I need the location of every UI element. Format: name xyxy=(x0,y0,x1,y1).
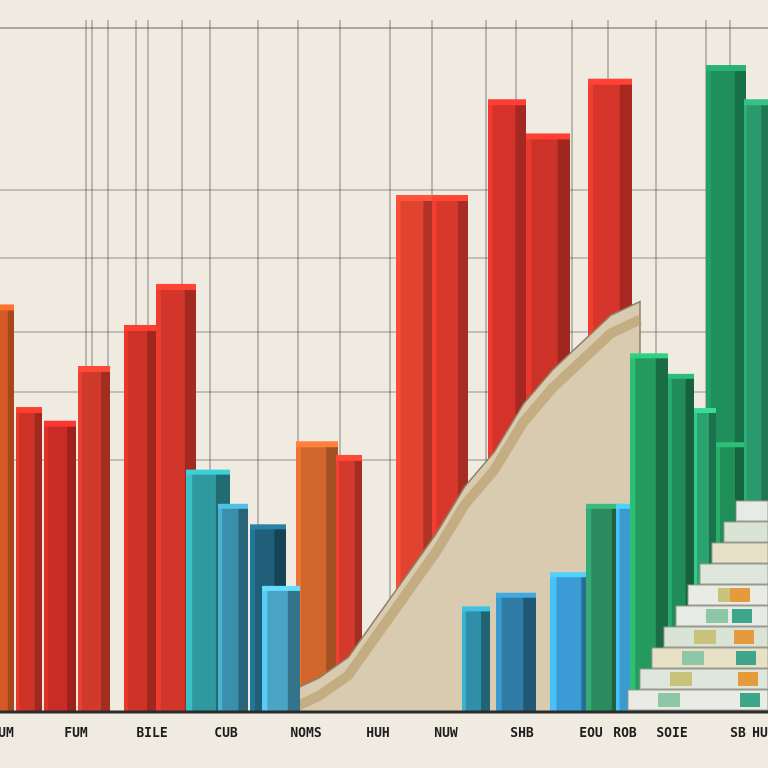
step-block xyxy=(651,647,768,669)
x-tick-label: SOIE xyxy=(656,726,687,741)
x-tick-label: HUH xyxy=(366,726,389,741)
bar xyxy=(78,366,110,712)
x-tick-label: SHB xyxy=(510,726,534,741)
bar xyxy=(296,441,338,712)
step-block xyxy=(723,521,768,543)
step-block xyxy=(663,626,768,648)
bar xyxy=(218,503,248,712)
bar xyxy=(462,606,490,712)
step-block xyxy=(699,563,768,585)
x-tick-labels: UM FUM BILE CUB NOMS HUH NUW SHB EOU ROB SOIE SB HU xyxy=(0,726,768,741)
x-tick-label: EOU xyxy=(579,726,603,741)
step-block xyxy=(627,689,768,711)
bar xyxy=(262,585,300,712)
step-block xyxy=(735,500,768,522)
x-tick-label: FUM xyxy=(64,726,88,741)
step-block xyxy=(639,668,768,690)
x-tick-label: UM xyxy=(0,726,14,741)
bar xyxy=(16,407,42,712)
bar xyxy=(0,304,14,712)
x-tick-label: ROB xyxy=(613,726,637,741)
step-block xyxy=(687,584,768,606)
x-tick-label: CUB xyxy=(214,726,238,741)
step-block xyxy=(675,605,768,627)
x-tick-label: NOMS xyxy=(290,726,321,741)
x-tick-label: HU xyxy=(752,726,768,741)
stair-blocks xyxy=(627,500,768,711)
bar xyxy=(496,592,536,712)
bar xyxy=(44,420,76,712)
bar xyxy=(124,324,156,712)
step-block xyxy=(711,542,768,564)
x-tick-label: BILE xyxy=(136,726,167,741)
trend-area-band xyxy=(287,315,643,715)
x-tick-label: NUW xyxy=(434,726,458,741)
x-tick-label: SB xyxy=(730,726,746,741)
